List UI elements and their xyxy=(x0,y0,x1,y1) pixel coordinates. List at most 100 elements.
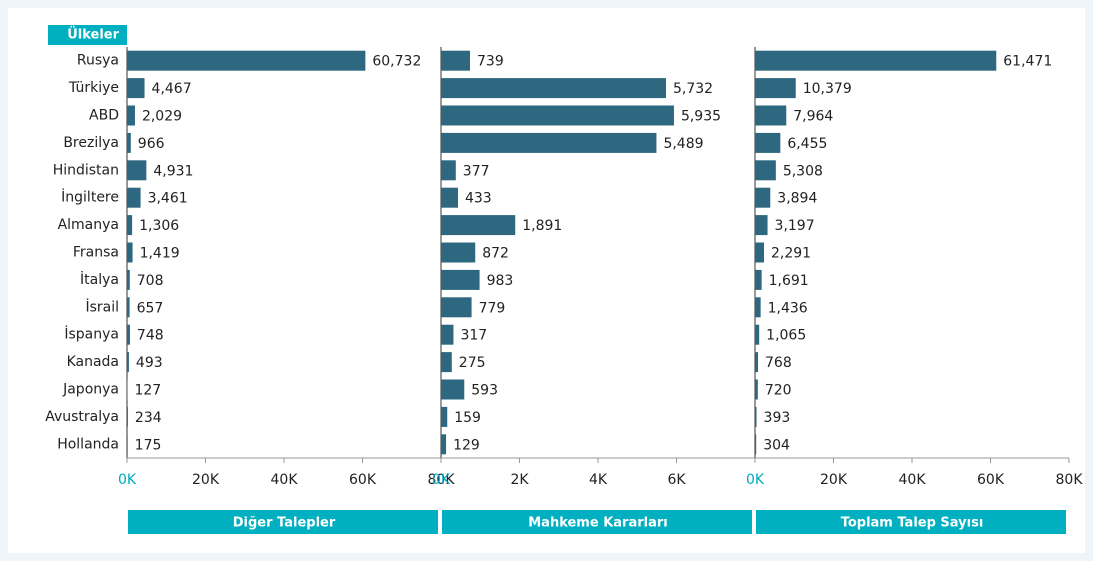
value-label: 60,732 xyxy=(372,54,421,70)
category-label: Japonya xyxy=(62,382,119,398)
value-label: 5,732 xyxy=(673,81,713,97)
bar xyxy=(441,269,480,290)
value-label: 5,308 xyxy=(783,163,823,179)
category-label: İngiltere xyxy=(61,188,119,206)
value-label: 593 xyxy=(471,383,498,399)
value-label: 304 xyxy=(763,437,790,453)
panel-bg xyxy=(8,8,1085,553)
category-header: Ülkeler xyxy=(67,27,119,43)
bar xyxy=(755,78,796,99)
value-label: 708 xyxy=(137,273,164,289)
x-tick-label: 0K xyxy=(746,472,765,488)
value-label: 4,467 xyxy=(152,81,192,97)
bar xyxy=(127,187,141,208)
x-tick-label: 20K xyxy=(192,472,220,488)
bar xyxy=(755,160,776,181)
bar xyxy=(755,187,771,208)
bar xyxy=(127,215,133,236)
x-tick-label: 4K xyxy=(589,472,608,488)
category-label: İtalya xyxy=(80,270,119,288)
value-label: 3,461 xyxy=(148,191,188,207)
bar xyxy=(755,132,781,153)
bar xyxy=(127,269,130,290)
x-tick-label: 80K xyxy=(428,472,456,488)
bar xyxy=(127,406,128,427)
bar xyxy=(441,105,674,126)
bar xyxy=(441,50,471,71)
bar xyxy=(127,242,133,263)
x-tick-label: 0K xyxy=(432,472,451,488)
value-label: 10,379 xyxy=(803,81,852,97)
value-label: 61,471 xyxy=(1003,54,1052,70)
value-label: 3,197 xyxy=(775,218,815,234)
footer-box xyxy=(756,510,1066,534)
value-label: 317 xyxy=(460,328,487,344)
value-label: 493 xyxy=(136,355,163,371)
category-label: Hindistan xyxy=(53,162,119,178)
category-label: Kanada xyxy=(67,354,119,370)
value-label: 275 xyxy=(459,355,486,371)
x-tick-label: 60K xyxy=(349,472,377,488)
value-label: 983 xyxy=(487,273,514,289)
panel-title: Mahkeme Kararları xyxy=(528,516,668,531)
bar xyxy=(441,187,458,208)
value-label: 1,891 xyxy=(522,218,562,234)
x-tick-label: 40K xyxy=(271,472,299,488)
bar xyxy=(755,50,997,71)
value-label: 966 xyxy=(138,136,165,152)
value-label: 768 xyxy=(765,355,792,371)
category-label: Fransa xyxy=(73,245,119,261)
panel-title: Toplam Talep Sayısı xyxy=(841,516,984,531)
category-label: Türkiye xyxy=(68,80,119,96)
value-label: 175 xyxy=(135,437,162,453)
bar xyxy=(441,78,666,99)
bar xyxy=(127,324,130,345)
value-label: 1,306 xyxy=(139,218,179,234)
category-label: Brezilya xyxy=(63,135,119,151)
footer-box xyxy=(128,510,438,534)
bar xyxy=(441,434,447,455)
bar xyxy=(755,242,764,263)
bar xyxy=(755,352,759,373)
category-label: İspanya xyxy=(64,325,119,343)
x-tick-label: 0K xyxy=(118,472,137,488)
value-label: 7,964 xyxy=(793,109,833,125)
value-label: 748 xyxy=(137,328,164,344)
bar xyxy=(755,379,758,400)
bar xyxy=(441,132,657,153)
bar xyxy=(127,434,128,455)
value-label: 657 xyxy=(137,300,164,316)
x-tick-label: 20K xyxy=(820,472,848,488)
value-label: 779 xyxy=(479,300,506,316)
value-label: 739 xyxy=(477,54,504,70)
value-label: 2,291 xyxy=(771,246,811,262)
value-label: 433 xyxy=(465,191,492,207)
category-label: Almanya xyxy=(58,217,119,233)
bar xyxy=(441,160,456,181)
bar xyxy=(755,215,768,236)
bar xyxy=(755,297,761,318)
value-label: 1,436 xyxy=(768,300,808,316)
category-label: İsrail xyxy=(85,297,119,315)
value-label: 2,029 xyxy=(142,109,182,125)
value-label: 127 xyxy=(134,383,161,399)
bar xyxy=(441,242,476,263)
value-label: 234 xyxy=(135,410,162,426)
value-label: 720 xyxy=(765,383,792,399)
bar xyxy=(441,406,448,427)
category-label: Hollanda xyxy=(57,436,119,452)
bar xyxy=(755,406,757,427)
value-label: 5,935 xyxy=(681,109,721,125)
header-box xyxy=(48,25,127,45)
x-tick-label: 60K xyxy=(977,472,1005,488)
bar xyxy=(441,215,516,236)
value-label: 5,489 xyxy=(663,136,703,152)
panel-title: Diğer Talepler xyxy=(233,516,336,531)
x-tick-label: 2K xyxy=(510,472,529,488)
value-label: 872 xyxy=(482,246,509,262)
category-label: Rusya xyxy=(77,53,119,69)
x-tick-label: 80K xyxy=(1056,472,1084,488)
bar xyxy=(441,324,454,345)
bar xyxy=(127,352,129,373)
